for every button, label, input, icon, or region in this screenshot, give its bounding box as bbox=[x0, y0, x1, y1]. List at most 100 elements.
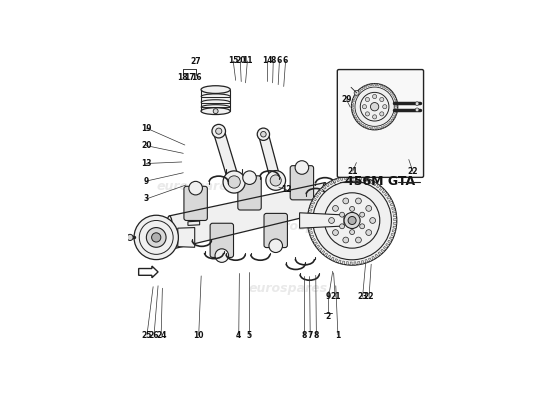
Polygon shape bbox=[395, 100, 397, 102]
Polygon shape bbox=[389, 121, 392, 123]
Text: 1: 1 bbox=[336, 330, 340, 340]
Polygon shape bbox=[370, 180, 373, 184]
Polygon shape bbox=[395, 103, 398, 104]
Polygon shape bbox=[389, 237, 393, 240]
Polygon shape bbox=[352, 110, 354, 112]
Circle shape bbox=[372, 115, 377, 119]
Polygon shape bbox=[324, 253, 328, 257]
Polygon shape bbox=[394, 98, 397, 100]
Polygon shape bbox=[383, 125, 386, 128]
Polygon shape bbox=[310, 205, 313, 208]
Polygon shape bbox=[300, 213, 344, 228]
Circle shape bbox=[360, 224, 365, 229]
Polygon shape bbox=[388, 89, 390, 92]
Polygon shape bbox=[311, 201, 315, 204]
Polygon shape bbox=[387, 122, 390, 125]
Circle shape bbox=[383, 105, 387, 109]
Polygon shape bbox=[169, 182, 325, 250]
Circle shape bbox=[339, 224, 344, 229]
Polygon shape bbox=[354, 95, 356, 98]
Polygon shape bbox=[350, 262, 352, 265]
Text: 14: 14 bbox=[262, 56, 272, 66]
Polygon shape bbox=[358, 261, 360, 265]
Text: 24: 24 bbox=[156, 330, 167, 340]
Circle shape bbox=[360, 212, 365, 217]
FancyBboxPatch shape bbox=[312, 203, 335, 237]
Circle shape bbox=[343, 237, 349, 243]
Polygon shape bbox=[315, 194, 318, 198]
Polygon shape bbox=[366, 126, 368, 129]
Circle shape bbox=[189, 181, 202, 195]
Polygon shape bbox=[361, 260, 364, 264]
Circle shape bbox=[370, 218, 376, 223]
Polygon shape bbox=[395, 108, 398, 109]
Circle shape bbox=[355, 237, 361, 243]
Circle shape bbox=[339, 212, 344, 217]
Polygon shape bbox=[384, 193, 388, 196]
Polygon shape bbox=[373, 182, 377, 186]
Polygon shape bbox=[395, 110, 398, 112]
Polygon shape bbox=[352, 176, 354, 179]
Text: 5: 5 bbox=[246, 330, 251, 340]
Circle shape bbox=[362, 105, 366, 109]
Polygon shape bbox=[337, 178, 339, 182]
Polygon shape bbox=[356, 176, 358, 179]
Polygon shape bbox=[393, 214, 397, 217]
Polygon shape bbox=[308, 212, 311, 215]
Polygon shape bbox=[188, 221, 200, 226]
Polygon shape bbox=[357, 91, 359, 93]
Polygon shape bbox=[368, 258, 371, 262]
Polygon shape bbox=[201, 90, 230, 111]
Polygon shape bbox=[391, 233, 394, 236]
Polygon shape bbox=[394, 113, 397, 114]
Polygon shape bbox=[374, 128, 375, 130]
Circle shape bbox=[344, 212, 360, 228]
Text: 2: 2 bbox=[326, 312, 331, 321]
Polygon shape bbox=[382, 190, 386, 193]
Text: 6: 6 bbox=[277, 56, 282, 66]
Polygon shape bbox=[309, 232, 312, 234]
Polygon shape bbox=[383, 246, 387, 250]
Polygon shape bbox=[389, 199, 392, 202]
Circle shape bbox=[415, 102, 419, 106]
Text: 26: 26 bbox=[149, 330, 160, 340]
Text: 9: 9 bbox=[326, 292, 331, 301]
Polygon shape bbox=[372, 256, 375, 260]
Circle shape bbox=[365, 98, 370, 102]
Polygon shape bbox=[310, 235, 314, 238]
Polygon shape bbox=[382, 85, 384, 88]
Circle shape bbox=[139, 220, 173, 254]
Circle shape bbox=[146, 228, 166, 247]
Polygon shape bbox=[393, 115, 396, 117]
Polygon shape bbox=[308, 228, 312, 230]
Polygon shape bbox=[353, 113, 355, 114]
Polygon shape bbox=[381, 126, 383, 129]
Circle shape bbox=[324, 193, 380, 248]
Circle shape bbox=[372, 94, 377, 99]
Polygon shape bbox=[360, 88, 363, 90]
Polygon shape bbox=[312, 238, 316, 242]
Text: 25: 25 bbox=[142, 330, 152, 340]
Polygon shape bbox=[381, 249, 384, 253]
Polygon shape bbox=[334, 259, 338, 262]
Polygon shape bbox=[394, 218, 397, 220]
Ellipse shape bbox=[201, 108, 230, 114]
Polygon shape bbox=[323, 186, 326, 189]
Circle shape bbox=[317, 228, 330, 242]
Polygon shape bbox=[390, 203, 394, 206]
Polygon shape bbox=[380, 84, 382, 87]
Polygon shape bbox=[358, 121, 360, 123]
Text: 4: 4 bbox=[236, 330, 241, 340]
Polygon shape bbox=[387, 88, 389, 90]
Polygon shape bbox=[178, 228, 195, 247]
Polygon shape bbox=[392, 207, 395, 210]
Polygon shape bbox=[314, 242, 317, 245]
Circle shape bbox=[360, 92, 389, 121]
Circle shape bbox=[223, 171, 245, 193]
Polygon shape bbox=[393, 95, 395, 98]
Circle shape bbox=[355, 198, 361, 204]
Polygon shape bbox=[321, 250, 324, 254]
Text: 3: 3 bbox=[144, 194, 149, 204]
Text: eurospares: eurospares bbox=[249, 282, 328, 295]
Polygon shape bbox=[378, 252, 382, 255]
